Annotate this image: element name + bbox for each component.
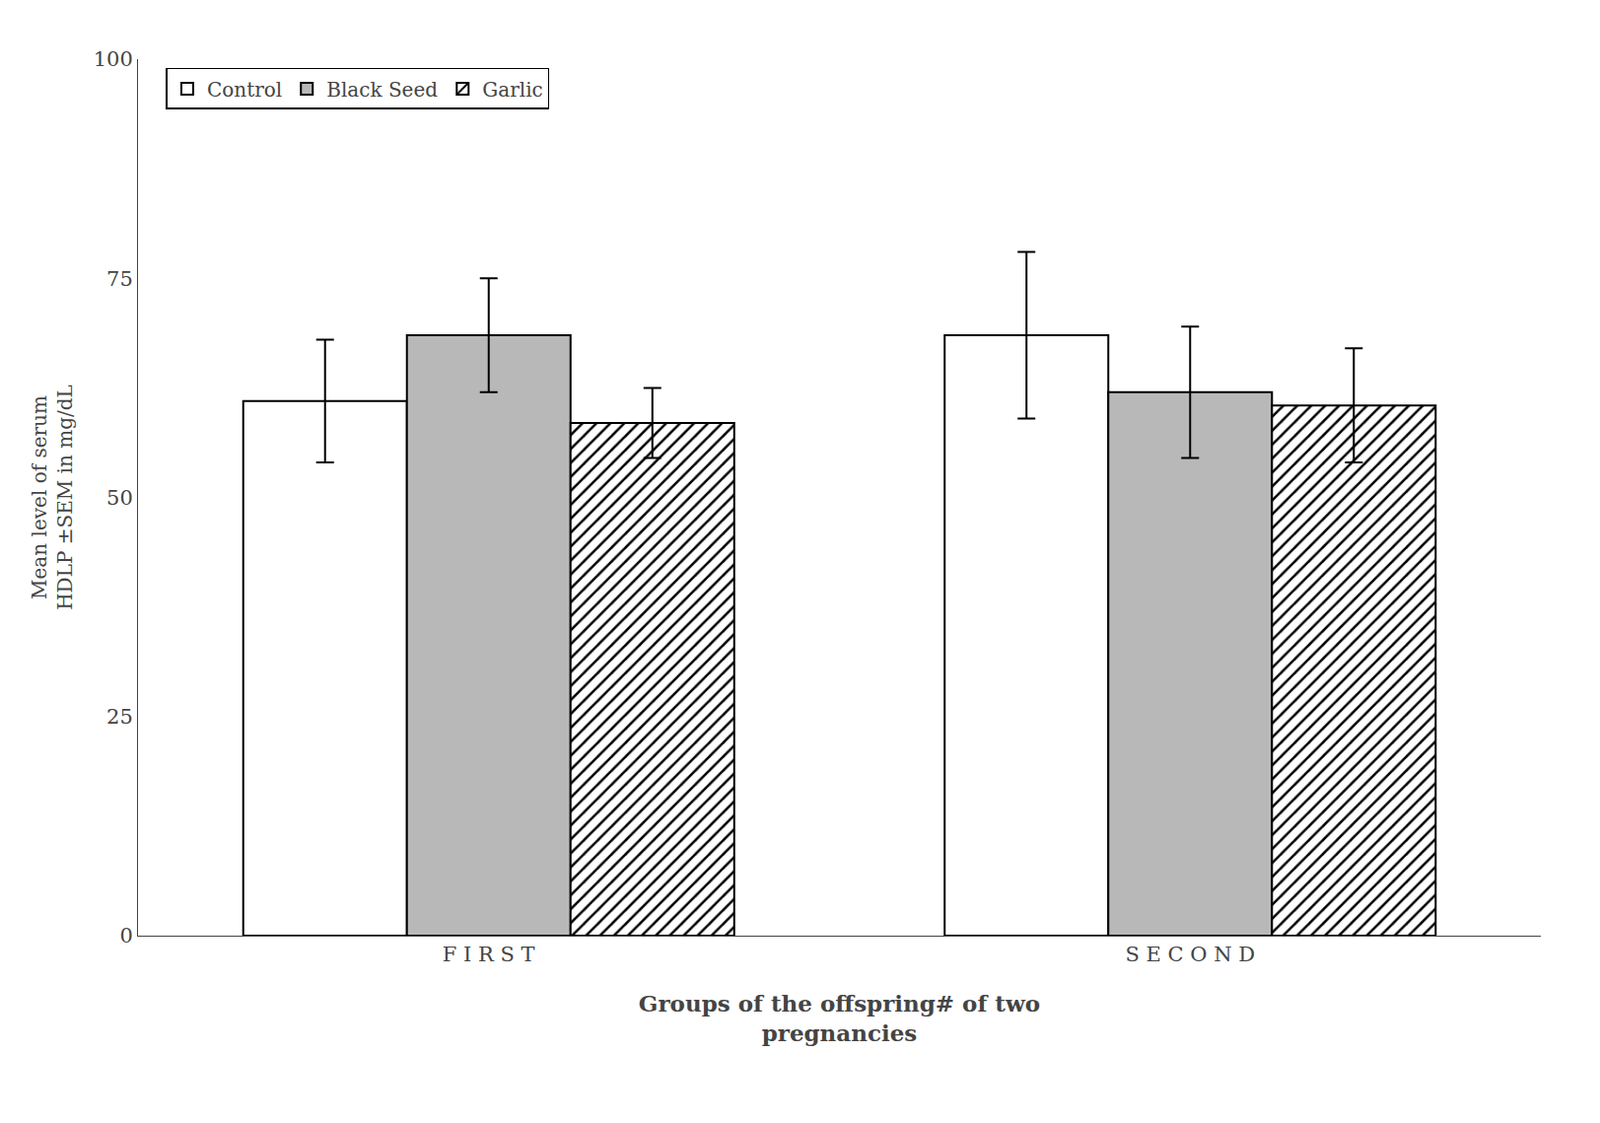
svg-text:25: 25 xyxy=(106,704,134,729)
svg-text:Garlic: Garlic xyxy=(482,77,543,102)
svg-text:Black Seed: Black Seed xyxy=(326,77,438,102)
svg-text:S E C O N D: S E C O N D xyxy=(1124,942,1255,967)
svg-text:Control: Control xyxy=(207,77,282,102)
svg-text:Mean level of serumHDLP ±SEM i: Mean level of serumHDLP ±SEM in mg/dL xyxy=(27,384,77,611)
svg-text:0: 0 xyxy=(119,923,133,948)
svg-text:F I R S T: F I R S T xyxy=(442,942,536,967)
svg-text:Groups of the offspring# of tw: Groups of the offspring# of twopregnanci… xyxy=(638,989,1041,1046)
svg-text:100: 100 xyxy=(93,47,134,71)
svg-text:75: 75 xyxy=(106,267,134,291)
svg-text:50: 50 xyxy=(106,486,134,510)
